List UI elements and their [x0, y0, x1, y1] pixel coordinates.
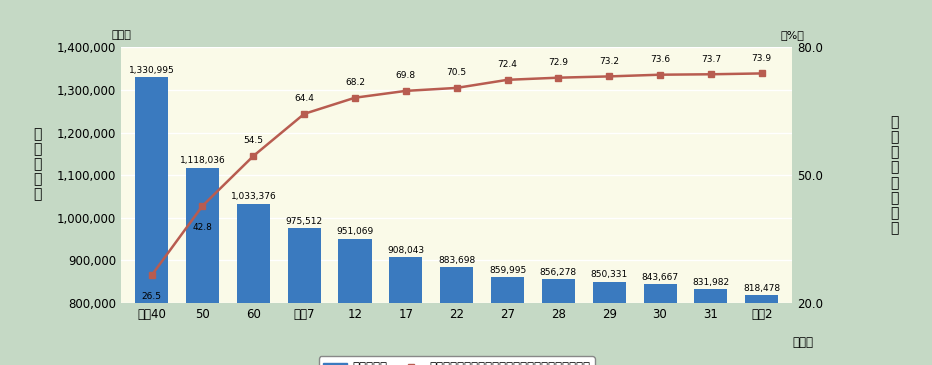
Bar	[643, 284, 677, 365]
Bar	[237, 204, 270, 365]
Text: （%）: （%）	[780, 30, 804, 40]
Text: 73.7: 73.7	[701, 55, 721, 64]
Text: 908,043: 908,043	[388, 246, 424, 255]
Bar	[746, 295, 778, 365]
Bar	[694, 289, 727, 365]
Bar	[135, 77, 168, 365]
Bar	[186, 168, 219, 365]
Text: 883,698: 883,698	[438, 256, 475, 265]
Text: 975,512: 975,512	[285, 217, 322, 226]
Text: 54.5: 54.5	[243, 137, 264, 145]
Text: 消
防
団
員
数: 消 防 団 員 数	[34, 127, 41, 201]
Text: 1,118,036: 1,118,036	[180, 156, 226, 165]
Bar	[440, 267, 473, 365]
Text: 被
雇
用
者
団
員
比
率: 被 雇 用 者 団 員 比 率	[891, 115, 898, 235]
Text: 26.5: 26.5	[142, 292, 161, 301]
Text: 951,069: 951,069	[336, 227, 374, 237]
Text: 68.2: 68.2	[345, 78, 365, 87]
Text: （人）: （人）	[111, 30, 131, 40]
Text: 1,033,376: 1,033,376	[230, 192, 276, 201]
Text: 73.2: 73.2	[599, 57, 619, 66]
Text: 69.8: 69.8	[396, 71, 416, 80]
Text: 64.4: 64.4	[295, 94, 314, 103]
Bar	[541, 279, 575, 365]
Text: 72.4: 72.4	[498, 60, 517, 69]
Bar	[593, 281, 625, 365]
Bar	[338, 239, 372, 365]
Text: （年）: （年）	[792, 336, 814, 349]
Text: 73.6: 73.6	[650, 55, 670, 64]
Text: 1,330,995: 1,330,995	[129, 66, 174, 75]
Text: 70.5: 70.5	[446, 68, 467, 77]
Bar	[288, 228, 321, 365]
Text: 831,982: 831,982	[692, 278, 730, 287]
Legend: 消防団員数, 被雇用者である消防団員の全消防団員に占める割合: 消防団員数, 被雇用者である消防団員の全消防団員に占める割合	[319, 356, 595, 365]
Text: 42.8: 42.8	[193, 223, 212, 232]
Text: 72.9: 72.9	[548, 58, 569, 67]
Text: 856,278: 856,278	[540, 268, 577, 277]
Text: 859,995: 859,995	[489, 266, 527, 275]
Text: 818,478: 818,478	[743, 284, 780, 293]
Text: 850,331: 850,331	[591, 270, 628, 279]
Bar	[491, 277, 524, 365]
Text: 73.9: 73.9	[751, 54, 772, 63]
Bar	[390, 257, 422, 365]
Text: 843,667: 843,667	[641, 273, 678, 282]
